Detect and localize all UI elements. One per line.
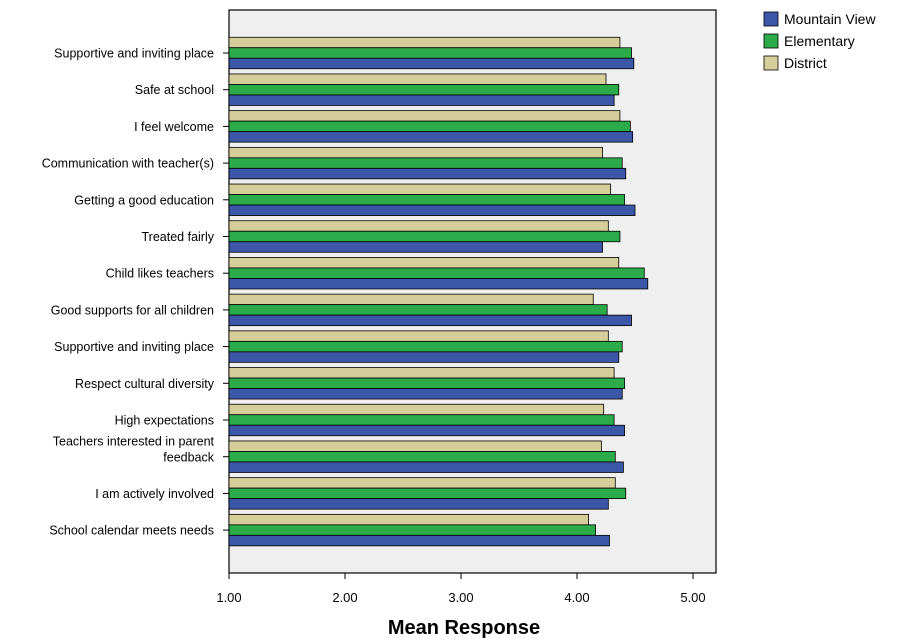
bar-mountain-view-9 (228, 351, 620, 363)
bar-district-10 (228, 367, 615, 379)
y-tick-label: Communication with teacher(s) (42, 157, 214, 171)
x-tick-label: 4.00 (564, 590, 589, 605)
bar-district-7 (228, 257, 620, 269)
bar-elementary-8 (228, 304, 608, 316)
legend-label-mountain-view: Mountain View (784, 11, 876, 27)
y-tick-label: Supportive and inviting place (54, 47, 214, 61)
legend: Mountain View Elementary District (763, 11, 876, 71)
bar-elementary-11 (228, 414, 615, 426)
x-tick-label: 5.00 (680, 590, 705, 605)
bar-district-8 (228, 293, 594, 306)
y-tick-label: Child likes teachers (106, 267, 214, 281)
legend-swatch-elementary (763, 33, 779, 49)
bar-mountain-view-5 (228, 204, 636, 216)
bar-district-5 (228, 183, 612, 195)
bar-district-1 (228, 36, 621, 49)
y-tick-label: Treated fairly (142, 230, 215, 244)
x-tick-label: 1.00 (216, 590, 241, 605)
bar-district-3 (228, 110, 621, 122)
bar-district-6 (228, 220, 609, 232)
bar-mountain-view-13 (228, 498, 609, 510)
y-tick-label: Good supports for all children (51, 303, 214, 317)
bar-district-13 (228, 477, 616, 489)
x-tick-label: 3.00 (448, 590, 473, 605)
x-tick-label: 2.00 (332, 590, 357, 605)
bar-mountain-view-11 (228, 424, 625, 437)
bar-district-9 (228, 330, 609, 342)
y-tick-label: Respect cultural diversity (75, 377, 215, 391)
bar-mountain-view-10 (228, 388, 623, 400)
y-tick-label: Supportive and inviting place (54, 340, 214, 354)
bar-mountain-view-1 (228, 57, 635, 70)
bar-district-11 (228, 403, 605, 416)
x-axis: 1.00 2.00 3.00 4.00 5.00 (216, 573, 706, 605)
bar-elementary-5 (228, 194, 625, 206)
bar-mountain-view-4 (228, 167, 627, 180)
bar-district-4 (228, 146, 603, 159)
bar-district-2 (228, 73, 607, 85)
bar-elementary-12 (228, 451, 616, 463)
x-axis-title: Mean Response (388, 617, 540, 639)
bar-mountain-view-7 (228, 278, 649, 290)
bar-elementary-10 (228, 377, 625, 389)
bar-elementary-3 (228, 120, 631, 133)
bar-elementary-2 (228, 84, 620, 96)
legend-swatch-district (763, 55, 779, 71)
y-axis: Supportive and inviting place Safe at sch… (42, 47, 229, 538)
bar-mountain-view-12 (228, 461, 624, 473)
bar-mountain-view-2 (228, 94, 615, 106)
bars-group (228, 36, 649, 547)
y-tick-label: I feel welcome (134, 120, 214, 134)
bar-mountain-view-3 (228, 131, 634, 143)
y-tick-label: Getting a good education (74, 193, 214, 207)
y-tick-label: Safe at school (135, 83, 214, 97)
y-tick-label: Teachers interested in parent feedback (53, 435, 215, 465)
bar-elementary-4 (228, 157, 623, 169)
legend-label-elementary: Elementary (784, 33, 855, 49)
bar-elementary-14 (228, 524, 596, 536)
legend-swatch-mountain-view (763, 11, 779, 27)
bar-district-14 (228, 513, 590, 526)
bar-mountain-view-8 (228, 314, 632, 327)
bar-elementary-7 (228, 267, 645, 279)
y-tick-label: High expectations (115, 414, 214, 428)
y-tick-label: School calendar meets needs (49, 524, 214, 538)
bar-mountain-view-6 (228, 241, 603, 253)
y-tick-label: I am actively involved (95, 487, 214, 501)
bar-elementary-13 (228, 487, 627, 500)
bar-elementary-1 (228, 47, 632, 59)
bar-district-12 (228, 440, 602, 452)
bar-elementary-9 (228, 340, 623, 353)
legend-label-district: District (784, 55, 827, 71)
bar-elementary-6 (228, 230, 621, 243)
bar-mountain-view-14 (228, 534, 610, 547)
